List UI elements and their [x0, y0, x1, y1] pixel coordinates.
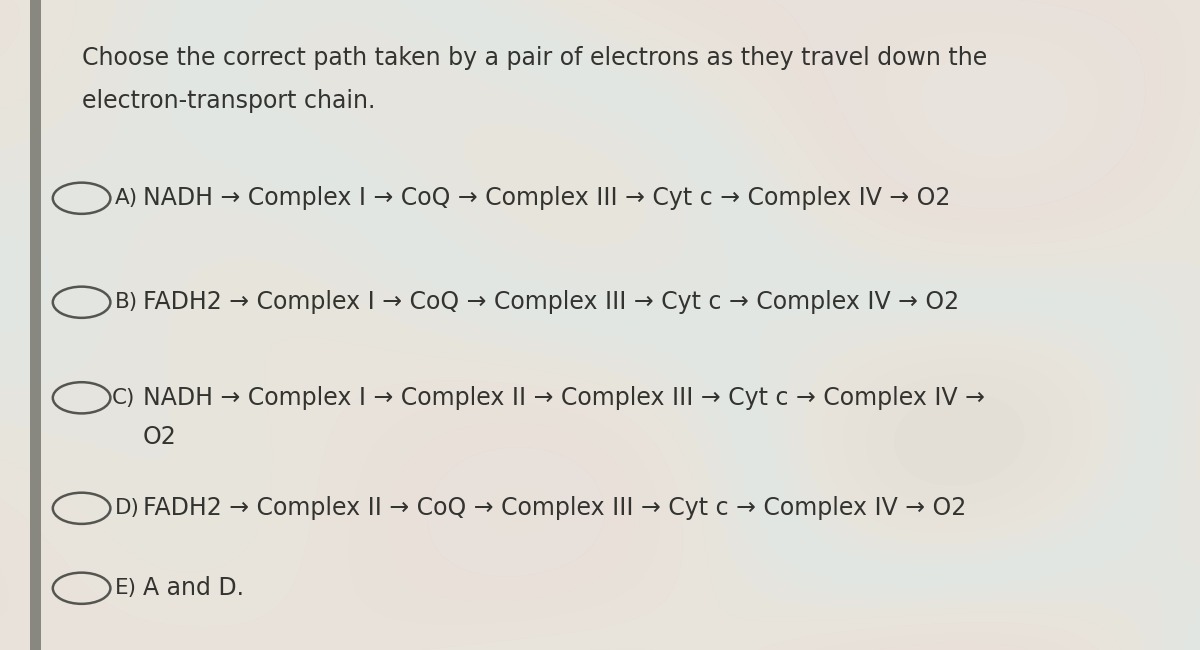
Text: O2: O2	[143, 425, 176, 448]
Text: D): D)	[115, 499, 140, 518]
Text: electron-transport chain.: electron-transport chain.	[82, 89, 374, 112]
Text: Choose the correct path taken by a pair of electrons as they travel down the: Choose the correct path taken by a pair …	[82, 47, 986, 70]
Text: B): B)	[115, 292, 138, 312]
Text: A and D.: A and D.	[143, 577, 244, 600]
Text: FADH2 → Complex I → CoQ → Complex III → Cyt c → Complex IV → O2: FADH2 → Complex I → CoQ → Complex III → …	[143, 291, 959, 314]
Text: C): C)	[112, 388, 134, 408]
Text: A): A)	[115, 188, 138, 208]
Text: NADH → Complex I → CoQ → Complex III → Cyt c → Complex IV → O2: NADH → Complex I → CoQ → Complex III → C…	[143, 187, 950, 210]
Text: NADH → Complex I → Complex II → Complex III → Cyt c → Complex IV →: NADH → Complex I → Complex II → Complex …	[143, 386, 985, 410]
Text: E): E)	[115, 578, 137, 598]
FancyBboxPatch shape	[30, 0, 41, 650]
Text: FADH2 → Complex II → CoQ → Complex III → Cyt c → Complex IV → O2: FADH2 → Complex II → CoQ → Complex III →…	[143, 497, 966, 520]
